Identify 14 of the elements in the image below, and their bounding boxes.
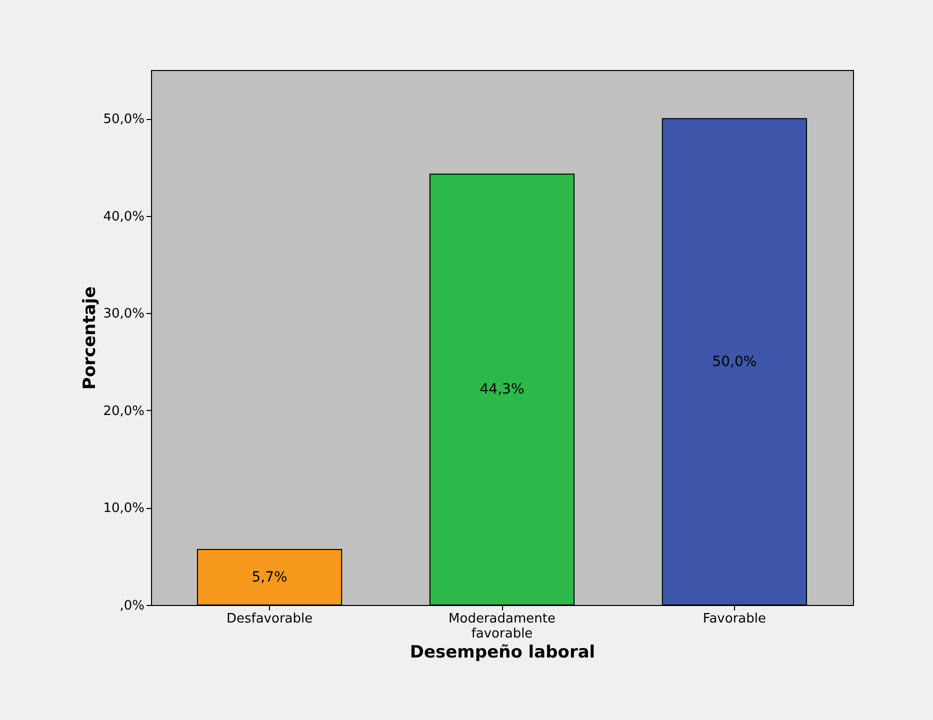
y-tick-label: ,0% — [120, 598, 144, 614]
y-axis-title: Porcentaje — [80, 286, 100, 390]
y-tick-label: 30,0% — [103, 306, 144, 322]
x-tick-label: Desfavorable — [226, 612, 313, 626]
data-label: 5,7% — [252, 569, 288, 586]
data-label: 50,0% — [712, 354, 757, 370]
x-tick-label: Moderadamente favorable — [448, 612, 556, 642]
y-tick-label: 50,0% — [103, 112, 144, 128]
x-axis-title: Desempeño laboral — [410, 642, 596, 662]
x-tick-label: Favorable — [702, 612, 766, 626]
y-tick-label: 10,0% — [103, 501, 144, 516]
data-label: 44,3% — [480, 382, 524, 398]
y-tick-label: 40,0% — [103, 209, 144, 224]
y-tick-label: 20,0% — [103, 404, 144, 419]
